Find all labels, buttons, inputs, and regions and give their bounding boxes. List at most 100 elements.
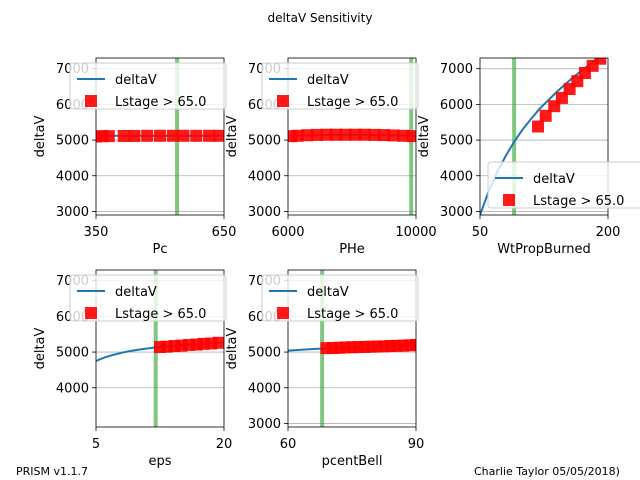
y-tick-label: 4000: [440, 169, 473, 184]
axes-frame: [95, 57, 225, 216]
legend-entry-label: deltaV: [533, 172, 575, 187]
legend-marker-swatch: [277, 95, 289, 107]
data-point-marker: [213, 129, 224, 142]
legend-box: [69, 62, 227, 110]
axes-frame: [287, 269, 417, 428]
x-tick-label: 60: [280, 437, 297, 452]
subplot-4: 4000500060007000520epsdeltaVdeltaVLstage…: [33, 269, 233, 469]
figure-title: deltaV Sensitivity: [268, 11, 373, 25]
x-axis-label: WtPropBurned: [497, 242, 591, 257]
legend-entry-label: Lstage > 65.0: [307, 307, 398, 322]
x-tick-label: 200: [596, 225, 621, 240]
x-tick-label: 350: [84, 225, 109, 240]
legend-entry-label: Lstage > 65.0: [115, 307, 206, 322]
data-point-marker: [358, 128, 371, 141]
y-tick-label: 4000: [248, 381, 281, 396]
data-point-marker: [190, 129, 203, 142]
legend-marker-swatch: [277, 307, 289, 319]
data-point-marker: [102, 130, 115, 143]
y-tick-label: 3000: [248, 417, 281, 432]
legend-marker-swatch: [85, 307, 97, 319]
x-tick-label: 50: [472, 225, 489, 240]
axes-frame: [95, 269, 225, 428]
y-axis-label: deltaV: [33, 327, 48, 369]
data-point-marker: [166, 129, 179, 142]
plot-area: [96, 58, 224, 215]
x-axis-label: Pc: [153, 242, 168, 257]
y-tick-label: 4000: [56, 169, 89, 184]
legend: deltaV Lstage > 65.0: [69, 62, 227, 110]
y-axis-label: deltaV: [417, 115, 432, 157]
y-axis-label: deltaV: [225, 327, 240, 369]
y-tick-label: 5000: [248, 134, 281, 149]
data-point-marker: [301, 129, 314, 142]
x-tick-label: 90: [408, 437, 425, 452]
y-tick-label: 3000: [440, 205, 473, 220]
legend-entry-label: deltaV: [307, 285, 349, 300]
data-point-marker: [406, 130, 416, 143]
legend-box: [69, 274, 227, 322]
data-point-marker: [387, 129, 400, 142]
y-tick-label: 5000: [56, 134, 89, 149]
data-point-marker: [154, 129, 166, 142]
data-point-marker: [291, 129, 304, 142]
x-tick-label: 20: [216, 437, 233, 452]
y-axis-label: deltaV: [225, 115, 240, 157]
legend-box: [261, 62, 419, 110]
data-point-marker: [320, 128, 333, 141]
data-point-marker: [397, 129, 410, 142]
y-tick-label: 6000: [440, 98, 473, 113]
x-axis-label: pcentBell: [322, 454, 383, 469]
subplot-3: 3000 4000 5000 6000 7000 50 200 WtPropBurned del…: [417, 57, 640, 257]
data-point-marker: [177, 129, 190, 142]
data-point-marker: [378, 129, 390, 142]
legend-entry-label: deltaV: [307, 73, 349, 88]
data-point-marker: [368, 128, 381, 141]
subplot-5: 300040005000600070006090pcentBelldeltaVd…: [225, 269, 425, 469]
subplot-1: 30004000500060007000350650PcdeltaVdeltaV…: [33, 57, 237, 257]
y-tick-label: 4000: [248, 169, 281, 184]
data-point-marker: [594, 58, 607, 65]
x-tick-label: 10000: [395, 225, 436, 240]
legend: deltaV Lstage > 65.0: [261, 274, 419, 322]
data-point-marker: [349, 128, 362, 141]
data-point-marker: [410, 338, 416, 351]
legend-entry-label: Lstage > 65.0: [115, 95, 206, 110]
data-point-marker: [339, 128, 352, 141]
legend-marker-swatch: [503, 194, 515, 206]
data-point-marker: [117, 129, 130, 142]
footer-author-date: Charlie Taylor 05/05/2018): [474, 465, 620, 478]
legend-entry-label: Lstage > 65.0: [307, 95, 398, 110]
data-point-marker: [539, 109, 552, 122]
y-tick-label: 3000: [56, 205, 89, 220]
data-point-marker: [128, 129, 141, 142]
legend-marker-swatch: [85, 95, 97, 107]
y-tick-label: 7000: [440, 62, 473, 77]
data-point-marker: [212, 336, 224, 349]
legend-entry-label: deltaV: [115, 73, 157, 88]
y-tick-label: 5000: [248, 346, 281, 361]
subplot-2: 30004000500060007000600010000PHedeltaVde…: [225, 57, 437, 257]
legend-box: [487, 161, 640, 209]
axes-frame: [287, 57, 417, 216]
data-point-marker: [203, 129, 216, 142]
data-point-marker: [310, 128, 323, 141]
y-axis-label: deltaV: [33, 115, 48, 157]
y-tick-label: 5000: [56, 346, 89, 361]
x-tick-label: 5: [92, 437, 100, 452]
y-tick-label: 4000: [56, 381, 89, 396]
data-point-marker: [532, 120, 545, 133]
x-tick-label: 6000: [271, 225, 304, 240]
y-tick-label: 3000: [248, 205, 281, 220]
legend-entry-label: deltaV: [115, 285, 157, 300]
x-tick-label: 650: [212, 225, 237, 240]
legend: deltaV Lstage > 65.0: [69, 274, 227, 322]
legend: deltaV Lstage > 65.0: [487, 161, 640, 209]
axes-frame: [479, 57, 609, 216]
x-axis-label: PHe: [339, 242, 365, 257]
data-point-marker: [330, 128, 342, 141]
legend-entry-label: Lstage > 65.0: [533, 194, 624, 209]
legend: deltaV Lstage > 65.0: [261, 62, 419, 110]
x-axis-label: eps: [148, 454, 171, 469]
